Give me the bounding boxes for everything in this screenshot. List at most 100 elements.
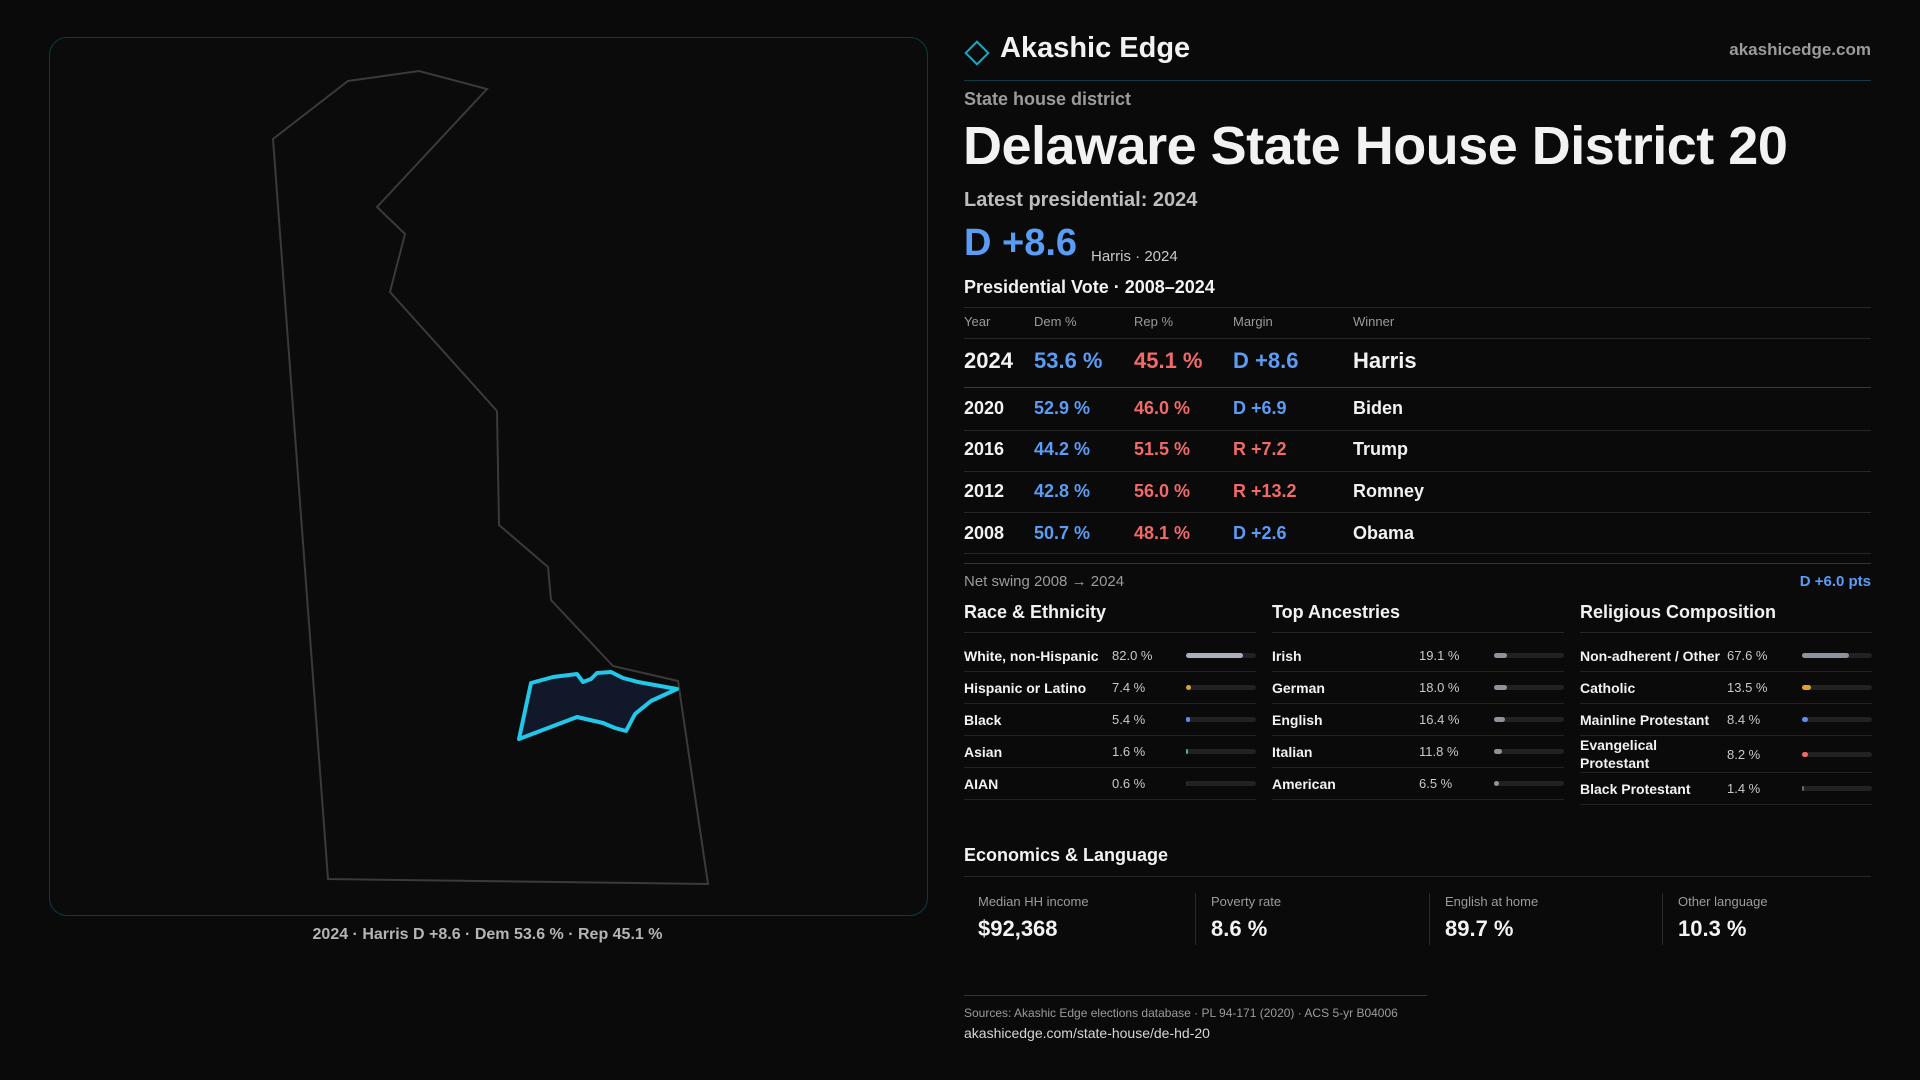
row-label: Non-adherent / Other <box>1580 647 1721 664</box>
card-value: 89.7 % <box>1445 916 1514 941</box>
table-cell: 48.1 % <box>1134 523 1191 543</box>
row-label: White, non-Hispanic <box>964 647 1099 664</box>
data-row: Black Protestant 1.4 % <box>1580 773 1872 805</box>
row-label: English <box>1272 711 1323 728</box>
card-label: Other language <box>1678 894 1768 909</box>
table-cell: D +2.6 <box>1233 523 1287 543</box>
row-value: 82.0 % <box>1112 648 1153 663</box>
table-cell: 52.9 % <box>1034 398 1091 418</box>
row-label: Black <box>964 711 1002 728</box>
row-line <box>964 387 1871 388</box>
section-title: Economics & Language <box>964 845 1169 865</box>
table-cell: 46.0 % <box>1134 398 1191 418</box>
table-cell: R +7.2 <box>1233 439 1287 459</box>
brand-site: akashicedge.com <box>1729 40 1871 59</box>
data-row: White, non-Hispanic 82.0 % <box>964 640 1256 672</box>
state-outline <box>271 69 710 886</box>
latest-label: Latest presidential: 2024 <box>964 189 1198 211</box>
bar-track <box>1494 685 1564 690</box>
column-header: Margin <box>1233 314 1273 329</box>
page-url: akashicedge.com/state-house/de-hd-20 <box>964 1025 1210 1041</box>
bar <box>1186 685 1192 690</box>
bar <box>1186 781 1188 786</box>
row-line <box>964 430 1871 431</box>
row-label: Mainline Protestant <box>1580 711 1710 728</box>
card-value: 8.6 % <box>1211 916 1268 941</box>
bar-track <box>1186 749 1256 754</box>
row-value: 7.4 % <box>1112 680 1146 695</box>
data-row: Irish 19.1 % <box>1272 640 1564 672</box>
row-value: 8.2 % <box>1727 746 1761 762</box>
row-value: 0.6 % <box>1112 776 1146 791</box>
section-title: Top Ancestries <box>1272 602 1401 622</box>
divider <box>964 632 1256 633</box>
bar-track <box>1494 717 1564 722</box>
brand-name: Akashic Edge <box>1000 32 1191 64</box>
row-label: Asian <box>964 743 1003 760</box>
table-cell: R +13.2 <box>1233 481 1297 501</box>
map <box>271 69 710 886</box>
row-label: Evangelical Protestant <box>1580 737 1658 771</box>
bar <box>1186 717 1190 722</box>
table-cell: Harris <box>1353 348 1417 373</box>
bar <box>1494 653 1508 658</box>
row-label: AIAN <box>964 775 999 792</box>
bar-track <box>1186 717 1256 722</box>
swing-value: D +6.0 pts <box>1799 573 1871 590</box>
divider <box>1580 632 1872 633</box>
table-cell: 51.5 % <box>1134 439 1191 459</box>
sources: Sources: Akashic Edge elections database… <box>964 1006 1398 1020</box>
row-value: 1.4 % <box>1727 781 1761 796</box>
divider <box>964 80 1871 81</box>
card-separator <box>1429 893 1430 945</box>
map-caption: 2024 · Harris D +8.6 · Dem 53.6 % · Rep … <box>312 926 663 943</box>
kicker: State house district <box>964 89 1132 109</box>
card-label: English at home <box>1445 894 1539 909</box>
table-cell: 50.7 % <box>1034 523 1091 543</box>
divider <box>964 995 1427 996</box>
data-row: Non-adherent / Other 67.6 % <box>1580 640 1872 672</box>
bar <box>1802 717 1808 722</box>
bar <box>1802 786 1804 791</box>
row-label: Hispanic or Latino <box>964 679 1087 696</box>
card-value: $92,368 <box>978 916 1058 941</box>
headline-margin: D +8.6 <box>964 222 1078 264</box>
row-label: Black Protestant <box>1580 780 1691 797</box>
divider <box>1272 632 1564 633</box>
card-separator <box>1662 893 1663 945</box>
table-cell: 2008 <box>964 523 1005 543</box>
table-cell: 53.6 % <box>1034 348 1103 373</box>
row-value: 1.6 % <box>1112 744 1146 759</box>
table-cell: 2012 <box>964 481 1005 501</box>
table-cell: D +6.9 <box>1233 398 1287 418</box>
row-value: 5.4 % <box>1112 712 1146 727</box>
row-line <box>964 553 1871 554</box>
row-value: 8.4 % <box>1727 712 1761 727</box>
row-label: German <box>1272 679 1325 696</box>
logo <box>964 40 990 66</box>
bar <box>1494 781 1499 786</box>
data-row: English 16.4 % <box>1272 704 1564 736</box>
row-label: Catholic <box>1580 679 1636 696</box>
margin-note: Harris · 2024 <box>1091 248 1178 265</box>
bar <box>1802 685 1812 690</box>
district-shape <box>517 670 679 741</box>
data-row: Evangelical Protestant 8.2 % <box>1580 736 1872 773</box>
bar-track <box>1802 653 1872 658</box>
row-label: American <box>1272 775 1336 792</box>
row-value: 16.4 % <box>1419 712 1460 727</box>
row-value: 19.1 % <box>1419 648 1460 663</box>
bar <box>1802 751 1808 757</box>
bar <box>1494 717 1506 722</box>
row-line <box>964 307 1871 308</box>
bar-track <box>1494 749 1564 754</box>
data-row: American 6.5 % <box>1272 768 1564 800</box>
row-line <box>964 471 1871 472</box>
data-row: Catholic 13.5 % <box>1580 672 1872 704</box>
table-cell: 2020 <box>964 398 1005 418</box>
column-header: Year <box>964 314 991 329</box>
bar-track <box>1186 685 1256 690</box>
card-label: Median HH income <box>978 894 1089 909</box>
row-value: 6.5 % <box>1419 776 1453 791</box>
